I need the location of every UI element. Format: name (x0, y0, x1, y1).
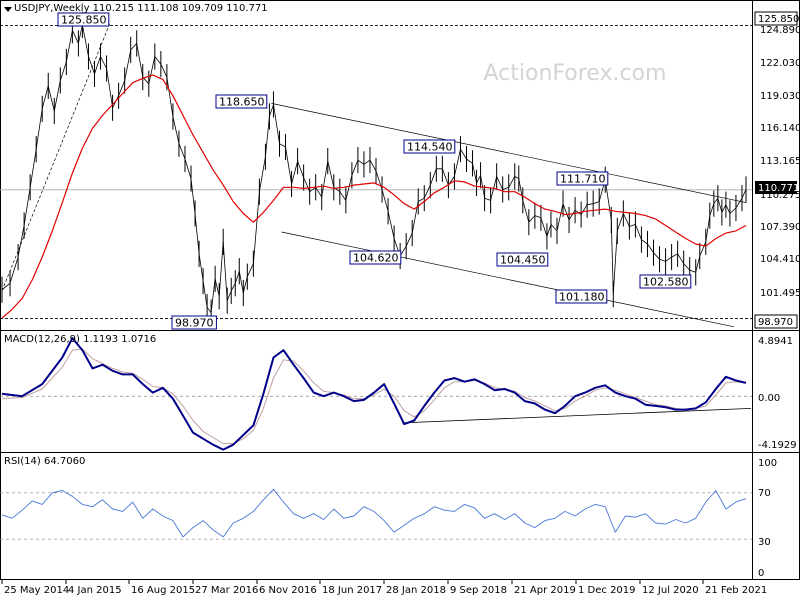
series-lines (1, 11, 747, 538)
date-tick-label: 21 Apr 2019 (514, 585, 576, 596)
price-tick-label: 110.275 (760, 190, 800, 201)
date-tick-label: 16 Aug 2015 (131, 585, 195, 596)
label-104620-box (349, 250, 402, 265)
label-114540: 114.540 (407, 141, 453, 154)
macd-tick-label: 4.8941 (758, 336, 793, 347)
axis-level-98970-box (754, 314, 798, 329)
date-tick-label: 28 Jan 2018 (386, 585, 446, 596)
axis-level-125850: 125.850 (758, 14, 799, 25)
price-tick-label: 122.030 (760, 58, 800, 69)
current-price-box (755, 181, 797, 194)
dropdown-triangle-icon[interactable] (4, 7, 12, 12)
rsi-panel-title: RSI(14) 64.7060 (4, 456, 86, 467)
date-tick-label: 21 Feb 2021 (705, 585, 767, 596)
label-101180: 101.180 (559, 291, 605, 304)
label-111710-box (556, 171, 609, 186)
macd-line (1, 337, 747, 451)
current-price-label: 110.771 (758, 183, 799, 194)
watermark: ActionForex.com (484, 61, 667, 86)
date-tick-label: 4 Jan 2015 (68, 585, 122, 596)
axis-level-125850-box (754, 11, 798, 26)
trend-lines (1, 21, 752, 424)
axis-level-98970: 98.970 (758, 317, 793, 328)
date-tick-label: 1 Dec 2019 (578, 585, 636, 596)
rsi-line (1, 488, 747, 538)
label-104450: 104.450 (500, 254, 546, 267)
rsi-tick-label: 30 (758, 537, 771, 548)
price-tick-label: 124.890 (760, 25, 800, 36)
macd-panel-title: MACD(12,26,9) 1.1193 1.0716 (4, 334, 157, 345)
label-111710: 111.710 (560, 173, 606, 186)
label-104620: 104.620 (353, 252, 399, 265)
label-125850: 125.850 (61, 14, 107, 27)
date-tick-label: 27 Mar 2016 (195, 585, 258, 596)
price-tick-label: 107.390 (760, 222, 800, 233)
label-125850-box (57, 12, 110, 27)
label-102580-box (639, 274, 692, 289)
channel-lower-line (281, 231, 735, 328)
price-tick-label: 119.030 (760, 91, 800, 102)
price-tick-label: 113.165 (760, 156, 800, 167)
date-tick-label: 12 Jul 2020 (642, 585, 699, 596)
label-118650: 118.650 (219, 96, 265, 109)
label-98970: 98.970 (175, 317, 214, 330)
main-panel-title: USDJPY,Weekly 110.215 111.108 109.709 11… (14, 3, 268, 14)
date-tick-label: 18 Jun 2017 (322, 585, 382, 596)
axis-labels: 124.890 122.030 119.030 116.140 113.165 110.2… (1, 11, 800, 596)
rising-dashed-line (1, 21, 111, 291)
date-tick-label: 25 May 2014 (4, 585, 69, 596)
label-102580: 102.580 (643, 276, 689, 289)
macd-tick-label: 0.00 (758, 393, 780, 404)
macd-tick-label: -4.1929 (758, 440, 797, 451)
price-tick-label: 104.410 (760, 254, 800, 265)
label-118650-box (215, 94, 268, 109)
price-tick-label: 116.140 (760, 123, 800, 134)
label-101180-box (555, 289, 608, 304)
rsi-tick-label: 0 (758, 568, 764, 579)
price-tick-label: 101.495 (760, 288, 800, 299)
price-line (1, 24, 747, 314)
date-tick-label: 6 Nov 2016 (259, 585, 317, 596)
sma-line (1, 74, 747, 319)
label-114540-box (403, 139, 456, 154)
label-98970-box (171, 315, 217, 330)
date-tick-label: 9 Sep 2018 (450, 585, 507, 596)
label-104450-box (496, 252, 549, 267)
rsi-tick-label: 100 (758, 458, 777, 469)
price-annotations: 125.850 118.650 114.540 111.710 104.620 104.4… (57, 12, 692, 330)
rsi-tick-label: 70 (758, 488, 771, 499)
channel-upper-line (271, 103, 747, 203)
macd-trend-line (402, 407, 752, 424)
